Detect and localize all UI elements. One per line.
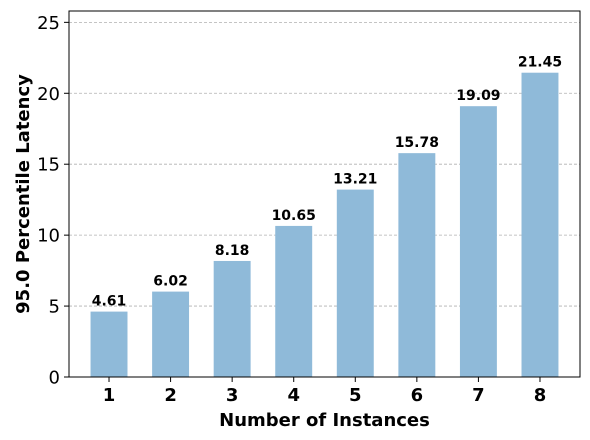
y-axis-ticks: 0 5 10 15 20 25: [37, 13, 69, 389]
x-tick-label: 5: [349, 385, 362, 406]
data-labels: 4.61 6.02 8.18 10.65 13.21 15.78 19.09 21.45: [92, 55, 562, 310]
y-axis-title: 95.0 Percentile Latency: [13, 74, 34, 314]
x-tick-label: 1: [103, 385, 116, 406]
y-tick-label: 20: [37, 84, 60, 105]
x-tick-label: 3: [226, 385, 239, 406]
y-tick-label: 0: [49, 368, 60, 389]
bar-2: [152, 291, 190, 377]
data-label-7: 19.09: [456, 88, 500, 104]
x-axis-title: Number of Instances: [219, 410, 430, 431]
data-label-2: 6.02: [153, 274, 188, 290]
y-tick-label: 15: [37, 155, 60, 176]
data-label-1: 4.61: [92, 294, 127, 310]
data-label-6: 15.78: [395, 135, 439, 151]
x-tick-label: 7: [472, 385, 485, 406]
bars: [90, 72, 559, 378]
x-tick-label: 6: [411, 385, 424, 406]
x-axis-ticks: 1 2 3 4 5 6 7 8: [103, 377, 546, 406]
x-tick-label: 8: [534, 385, 547, 406]
bar-8: [521, 72, 559, 378]
x-tick-label: 4: [287, 385, 300, 406]
data-label-3: 8.18: [215, 243, 250, 259]
bar-5: [336, 189, 374, 377]
data-label-5: 13.21: [333, 172, 377, 188]
data-label-8: 21.45: [518, 55, 562, 71]
x-tick-label: 2: [164, 385, 177, 406]
grid-lines: [69, 21, 580, 307]
data-label-4: 10.65: [272, 208, 316, 224]
y-tick-label: 25: [37, 13, 60, 34]
bar-6: [398, 153, 436, 377]
y-tick-label: 10: [37, 226, 60, 247]
bar-7: [459, 106, 497, 378]
bar-1: [90, 311, 128, 377]
y-tick-label: 5: [49, 297, 60, 318]
bar-4: [275, 225, 313, 377]
plot-frame: [68, 10, 581, 378]
bar-3: [213, 260, 251, 377]
